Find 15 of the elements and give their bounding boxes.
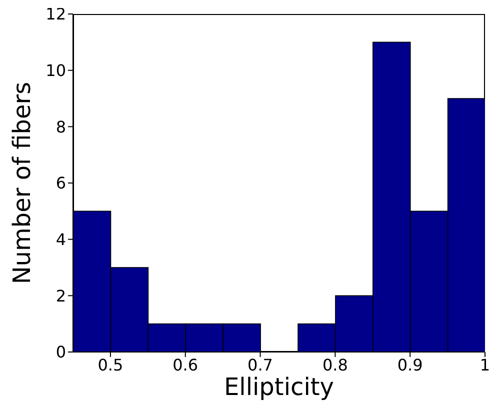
x-tick-label: 0.5 — [98, 355, 124, 374]
y-tick-label: 8 — [56, 117, 66, 136]
y-tick-label: 2 — [56, 286, 66, 306]
y-axis-title: Number of fibers — [8, 82, 36, 284]
x-tick-label: 0.8 — [322, 355, 348, 374]
x-tick-label: 0.7 — [248, 355, 273, 374]
y-tick-label: 6 — [56, 174, 66, 193]
x-tick-label: 0.6 — [172, 355, 198, 374]
y-tick-label: 10 — [46, 61, 66, 80]
y-tick-label: 4 — [56, 230, 66, 250]
y-tick-label: 12 — [46, 4, 66, 24]
x-tick-label: 0.9 — [397, 355, 423, 374]
y-tick-label: 0 — [56, 342, 66, 362]
x-axis-title: Ellipticity — [224, 373, 334, 401]
x-tick-label: 1 — [480, 355, 490, 374]
